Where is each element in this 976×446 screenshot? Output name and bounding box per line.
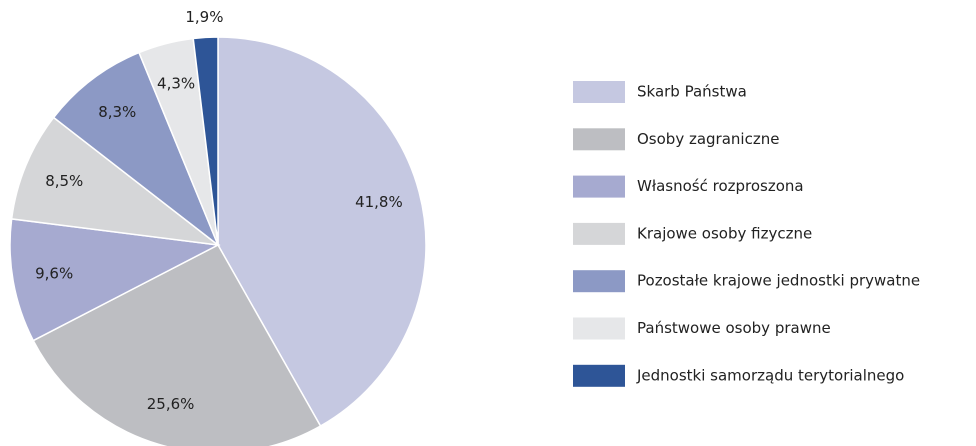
legend-swatch	[573, 317, 625, 340]
legend-label: Skarb Państwa	[637, 83, 747, 101]
legend-label: Własność rozproszona	[637, 177, 804, 195]
slice-label: 41,8%	[355, 193, 403, 211]
pie-slice	[217, 36, 427, 428]
legend-label: Państwowe osoby prawne	[637, 319, 831, 337]
legend-label: Osoby zagraniczne	[637, 130, 779, 148]
legend-swatch	[573, 175, 625, 198]
pie-slice	[52, 51, 220, 248]
slice-label: 25,6%	[147, 395, 195, 413]
pie-slice	[192, 36, 219, 246]
pie-slice	[10, 116, 221, 247]
legend-swatch	[573, 270, 625, 293]
pie-slice	[32, 244, 322, 446]
slice-label: 8,3%	[98, 103, 136, 121]
legend-swatch	[573, 128, 625, 151]
slice-label: 8,5%	[45, 172, 83, 190]
legend-label: Pozostałe krajowe jednostki prywatne	[637, 272, 920, 290]
slice-label: 9,6%	[35, 265, 73, 283]
slice-label: 1,9%	[185, 8, 223, 26]
legend-swatch	[573, 222, 625, 245]
legend-swatch	[573, 364, 625, 387]
slice-label: 4,3%	[157, 74, 195, 92]
legend-label: Jednostki samorządu terytorialnego	[636, 366, 904, 384]
legend-label: Krajowe osoby fizyczne	[637, 224, 812, 242]
legend-swatch	[573, 81, 625, 103]
pie-slice	[9, 218, 221, 342]
